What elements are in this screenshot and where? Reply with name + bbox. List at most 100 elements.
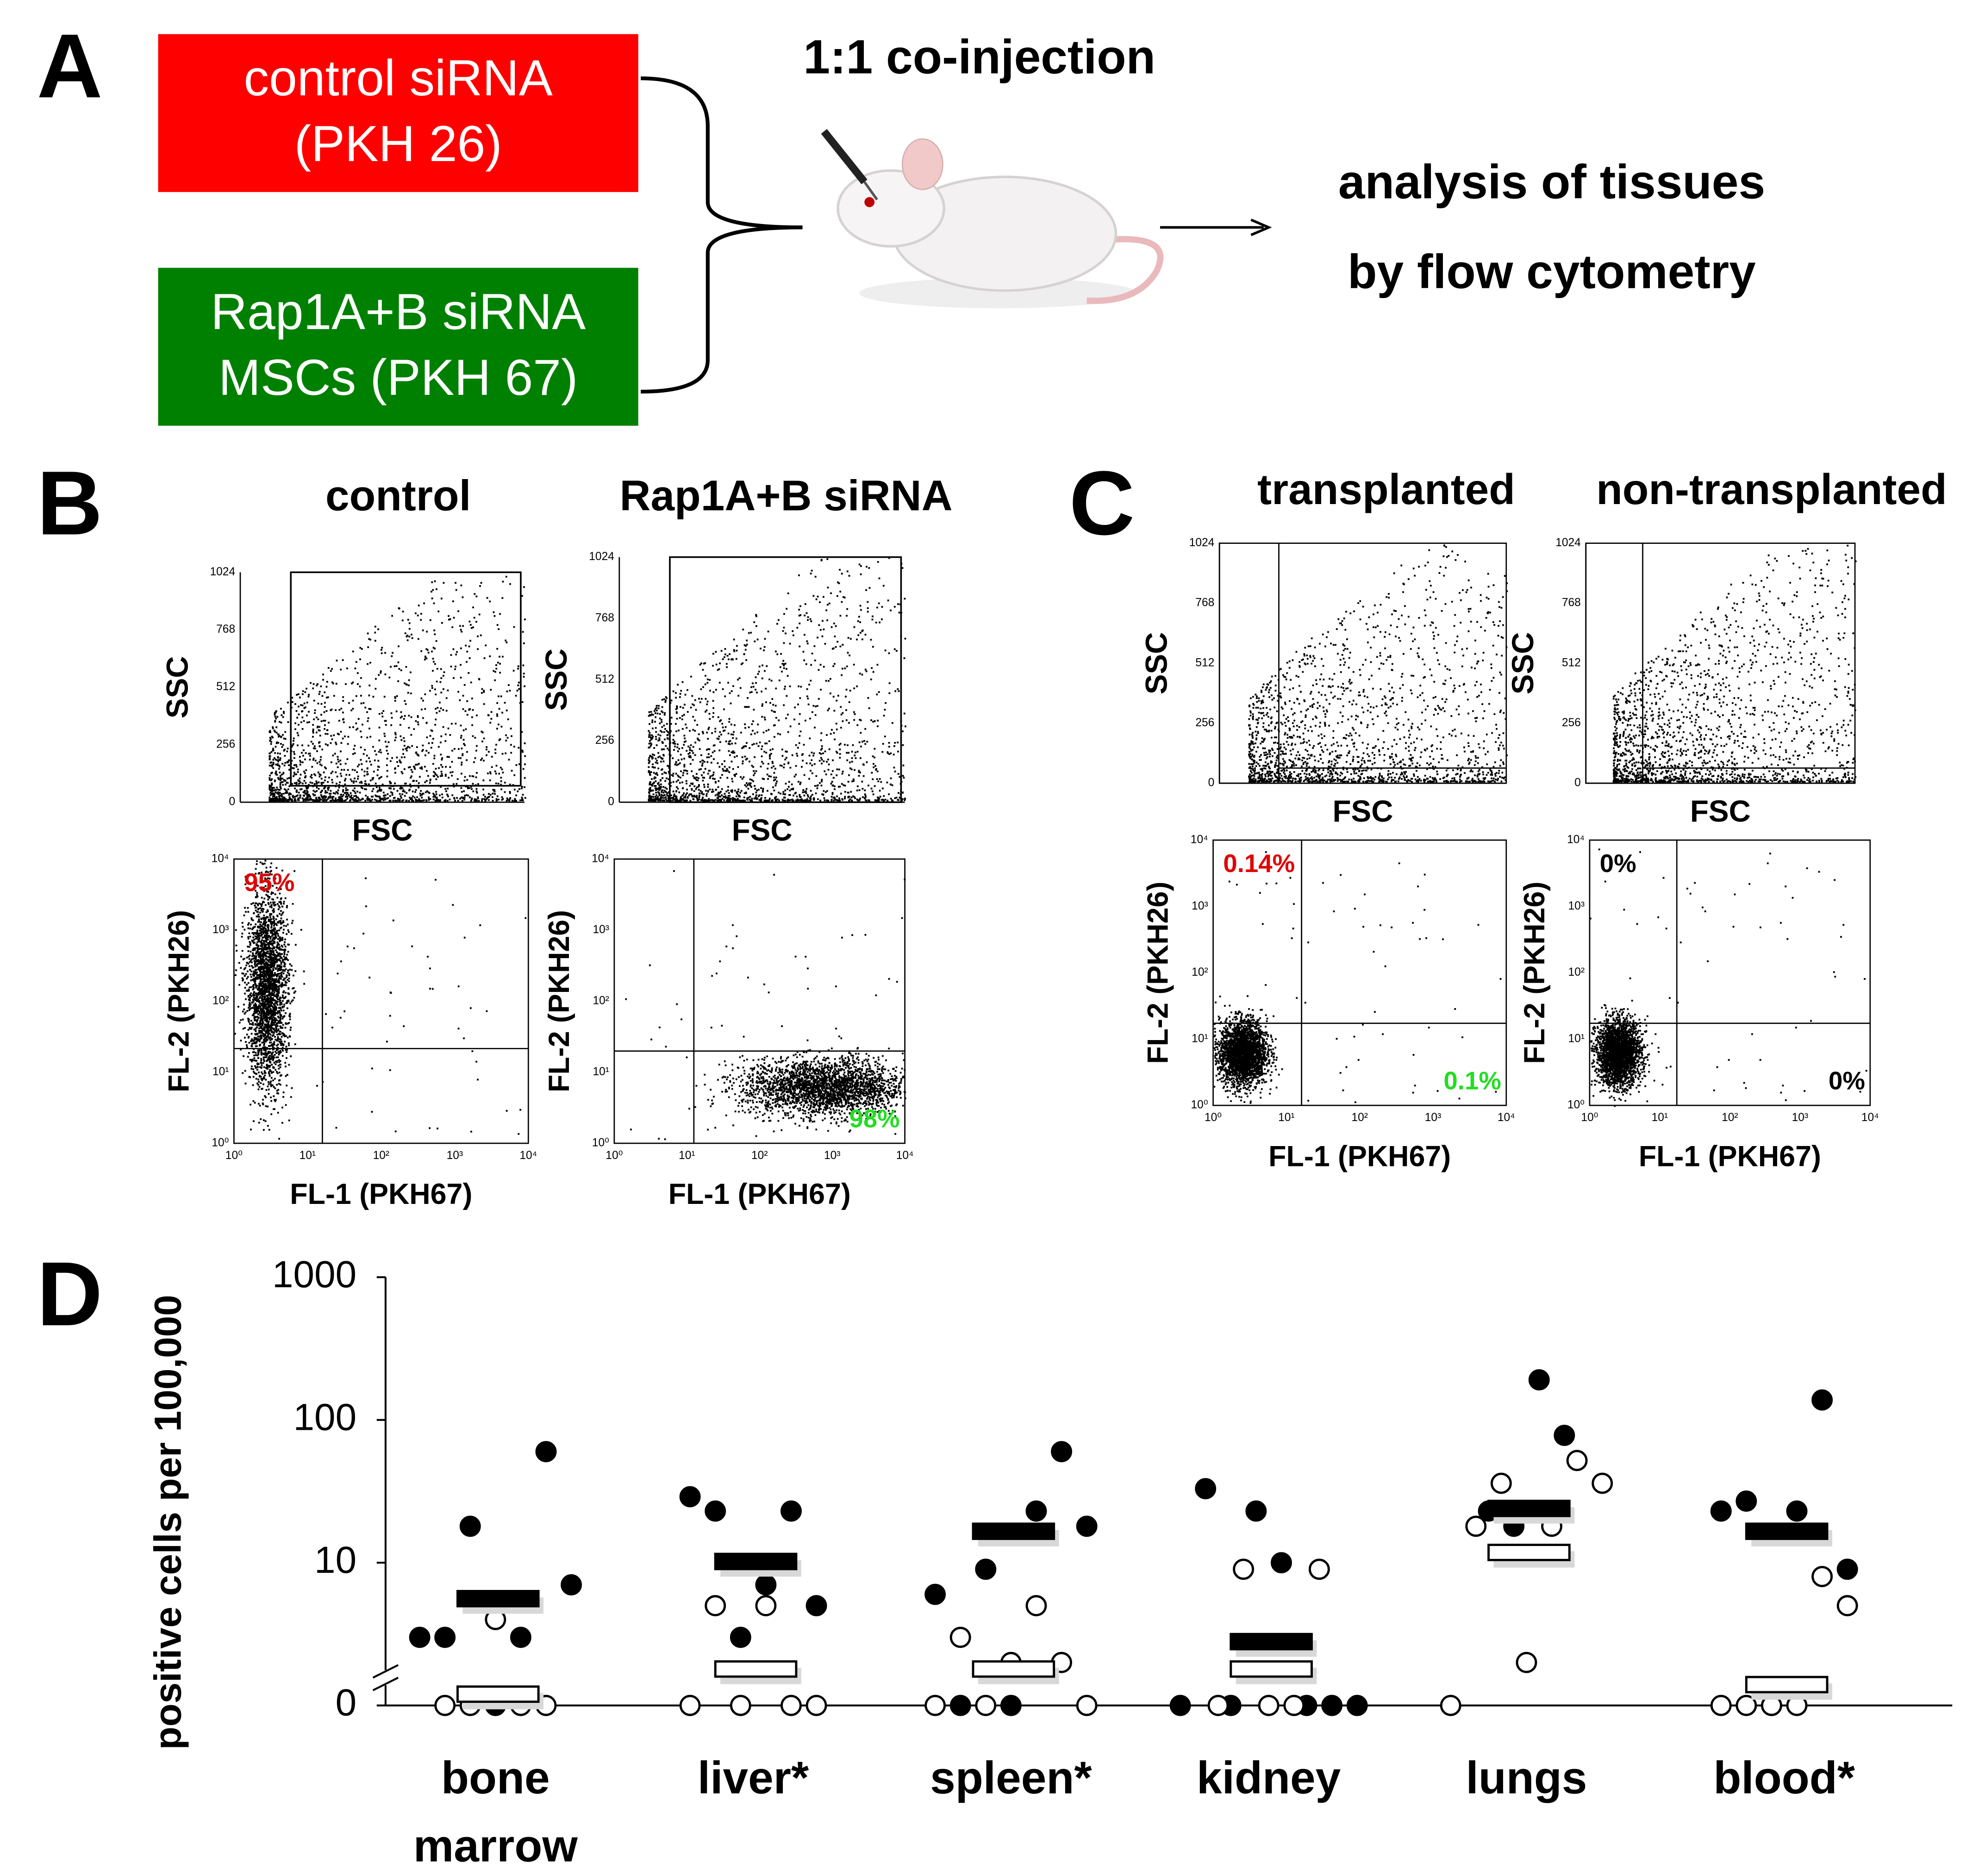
event-dot bbox=[664, 786, 667, 789]
event-dot bbox=[367, 717, 369, 719]
event-dot bbox=[448, 777, 450, 779]
event-dot bbox=[894, 797, 896, 799]
event-dot bbox=[390, 791, 392, 793]
event-dot bbox=[687, 745, 690, 748]
event-dot bbox=[449, 772, 452, 773]
event-dot bbox=[285, 956, 287, 959]
event-dot bbox=[496, 713, 498, 716]
event-dot bbox=[810, 679, 812, 682]
event-dot bbox=[461, 761, 463, 764]
event-dot bbox=[442, 726, 444, 728]
event-dot bbox=[272, 759, 275, 761]
event-dot bbox=[352, 650, 354, 653]
event-dot bbox=[440, 707, 442, 710]
event-dot bbox=[765, 687, 767, 690]
event-dot bbox=[463, 779, 466, 782]
event-dot bbox=[498, 798, 500, 801]
event-dot bbox=[837, 581, 839, 584]
event-dot bbox=[715, 651, 717, 653]
event-dot bbox=[703, 772, 705, 773]
event-dot bbox=[904, 799, 906, 801]
event-dot bbox=[848, 575, 850, 577]
event-dot bbox=[814, 659, 816, 661]
event-dot bbox=[737, 798, 739, 800]
event-dot bbox=[435, 793, 437, 795]
event-dot bbox=[322, 679, 324, 681]
event-dot bbox=[708, 799, 711, 802]
event-dot bbox=[755, 770, 757, 772]
event-dot bbox=[263, 996, 265, 998]
event-dot bbox=[437, 746, 440, 748]
event-dot bbox=[418, 763, 420, 765]
event-dot bbox=[255, 1028, 257, 1029]
event-dot bbox=[330, 761, 332, 763]
event-dot bbox=[268, 985, 270, 987]
event-dot bbox=[260, 1060, 262, 1062]
event-dot bbox=[694, 719, 696, 722]
event-dot bbox=[432, 661, 435, 663]
event-dot bbox=[841, 667, 843, 670]
event-dot bbox=[847, 797, 849, 798]
event-dot bbox=[283, 1034, 286, 1036]
event-dot bbox=[277, 998, 279, 1001]
event-dot bbox=[293, 775, 294, 777]
event-dot bbox=[718, 792, 719, 794]
event-dot bbox=[796, 627, 799, 629]
event-dot bbox=[846, 608, 849, 610]
event-dot bbox=[745, 745, 747, 748]
event-dot bbox=[244, 1070, 246, 1072]
event-dot bbox=[492, 799, 494, 802]
event-dot bbox=[805, 663, 807, 665]
event-dot bbox=[688, 794, 690, 797]
event-dot bbox=[255, 1066, 257, 1069]
event-dot bbox=[648, 791, 650, 793]
event-dot bbox=[273, 1003, 275, 1005]
event-dot bbox=[497, 661, 499, 664]
event-dot bbox=[255, 1045, 257, 1047]
event-dot bbox=[434, 580, 436, 582]
event-dot bbox=[492, 789, 494, 791]
event-dot bbox=[686, 773, 688, 775]
event-dot bbox=[524, 797, 526, 799]
event-dot bbox=[266, 1002, 268, 1004]
event-dot bbox=[386, 764, 388, 767]
event-dot bbox=[241, 950, 243, 952]
event-dot bbox=[274, 960, 275, 962]
event-dot bbox=[358, 798, 360, 800]
event-dot bbox=[728, 721, 730, 723]
event-dot bbox=[701, 791, 703, 793]
event-dot bbox=[304, 758, 306, 760]
event-dot bbox=[844, 796, 846, 798]
event-dot bbox=[888, 793, 890, 795]
event-dot bbox=[287, 972, 289, 974]
event-dot bbox=[331, 799, 333, 802]
event-dot bbox=[366, 754, 368, 757]
event-dot bbox=[264, 1003, 266, 1005]
event-dot bbox=[510, 744, 512, 746]
event-dot bbox=[282, 996, 284, 998]
event-dot bbox=[518, 681, 520, 684]
event-dot bbox=[429, 779, 431, 780]
event-dot bbox=[385, 724, 387, 726]
event-dot bbox=[853, 780, 855, 782]
event-dot bbox=[778, 719, 780, 722]
event-dot bbox=[779, 666, 781, 668]
event-dot bbox=[839, 748, 841, 750]
event-dot bbox=[277, 1028, 280, 1030]
event-dot bbox=[899, 603, 901, 605]
event-dot bbox=[266, 947, 268, 949]
event-dot bbox=[329, 792, 331, 795]
event-dot bbox=[522, 664, 524, 667]
event-dot bbox=[257, 953, 260, 955]
event-dot bbox=[705, 674, 706, 677]
event-dot bbox=[399, 798, 401, 800]
event-dot bbox=[513, 788, 516, 791]
event-dot bbox=[422, 629, 424, 631]
event-dot bbox=[816, 787, 818, 789]
event-dot bbox=[350, 779, 352, 780]
event-dot bbox=[667, 765, 668, 767]
event-dot bbox=[262, 950, 265, 953]
event-dot bbox=[374, 750, 376, 752]
event-dot bbox=[243, 958, 245, 960]
event-dot bbox=[280, 799, 282, 802]
